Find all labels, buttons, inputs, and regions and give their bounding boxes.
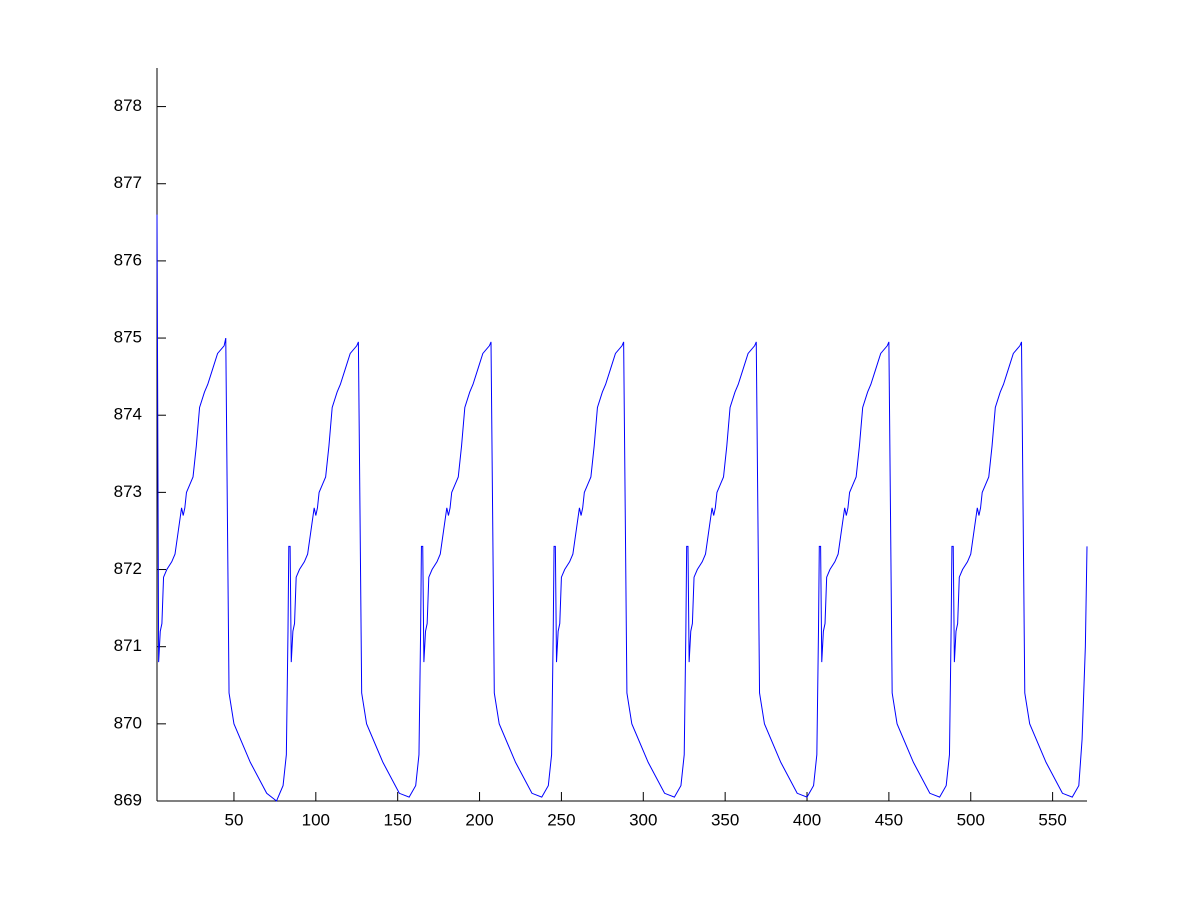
y-tick-label: 871 <box>114 636 142 655</box>
y-tick-label: 869 <box>114 790 142 809</box>
x-tick-label: 350 <box>711 810 739 829</box>
x-tick-label: 100 <box>302 810 330 829</box>
y-tick-label: 872 <box>114 559 142 578</box>
y-tick-label: 873 <box>114 482 142 501</box>
x-tick-label: 50 <box>224 810 243 829</box>
y-tick-label: 874 <box>114 405 142 424</box>
y-tick-label: 876 <box>114 250 142 269</box>
x-tick-label: 500 <box>957 810 985 829</box>
x-tick-label: 450 <box>875 810 903 829</box>
y-tick-label: 877 <box>114 173 142 192</box>
y-tick-label: 875 <box>114 328 142 347</box>
x-tick-label: 150 <box>383 810 411 829</box>
x-tick-label: 300 <box>629 810 657 829</box>
y-tick-label: 870 <box>114 713 142 732</box>
y-tick-label: 878 <box>114 96 142 115</box>
x-tick-label: 200 <box>465 810 493 829</box>
x-tick-label: 400 <box>793 810 821 829</box>
x-tick-label: 250 <box>547 810 575 829</box>
data-line <box>156 214 1088 802</box>
x-tick-label: 550 <box>1038 810 1066 829</box>
